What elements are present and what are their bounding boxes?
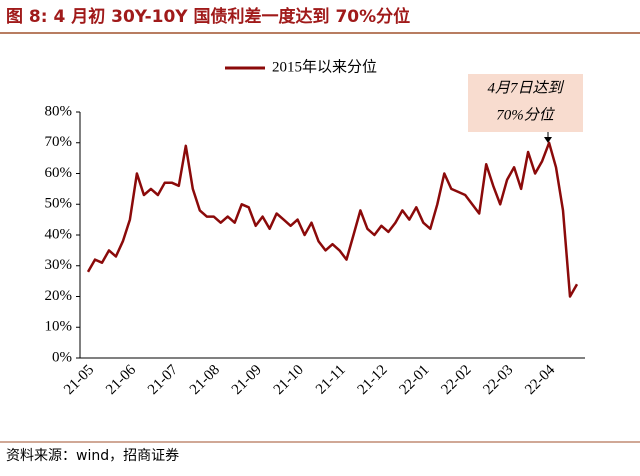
y-tick-label: 40% <box>45 226 73 242</box>
x-tick-label: 22-03 <box>480 362 516 398</box>
series-line <box>86 141 579 298</box>
annotation-box <box>468 74 583 132</box>
x-tick-label: 21-05 <box>61 362 97 398</box>
x-tick-label: 21-10 <box>271 362 307 398</box>
annotation: 70%分位 <box>496 106 555 123</box>
y-tick-label: 30% <box>45 257 73 273</box>
y-tick-label: 10% <box>45 319 73 335</box>
chart-title: 图 8: 4 月初 30Y-10Y 国债利差一度达到 70%分位 <box>6 6 410 27</box>
x-tick-label: 21-08 <box>187 362 223 398</box>
x-tick-label: 21-12 <box>355 362 391 398</box>
x-tick-label: 21-06 <box>103 362 139 398</box>
x-tick-label: 21-07 <box>145 362 181 398</box>
y-tick-label: 80% <box>45 103 73 119</box>
annotation: 4月7日达到 <box>487 79 564 96</box>
x-tick-label: 21-09 <box>229 362 265 398</box>
y-tick-label: 0% <box>52 349 72 365</box>
annotation-arrowhead <box>544 137 552 143</box>
x-tick-label: 21-11 <box>313 362 349 398</box>
x-tick-label: 22-01 <box>397 362 433 398</box>
y-tick-label: 50% <box>45 196 73 212</box>
source: 资料来源：wind，招商证券 <box>6 448 179 464</box>
y-tick-label: 60% <box>45 165 73 181</box>
x-tick-label: 22-04 <box>522 362 558 398</box>
x-tick-label: 22-02 <box>438 362 474 398</box>
y-tick-label: 20% <box>45 288 73 304</box>
legend-label: 2015年以来分位 <box>272 58 377 75</box>
y-tick-label: 70% <box>45 134 73 150</box>
